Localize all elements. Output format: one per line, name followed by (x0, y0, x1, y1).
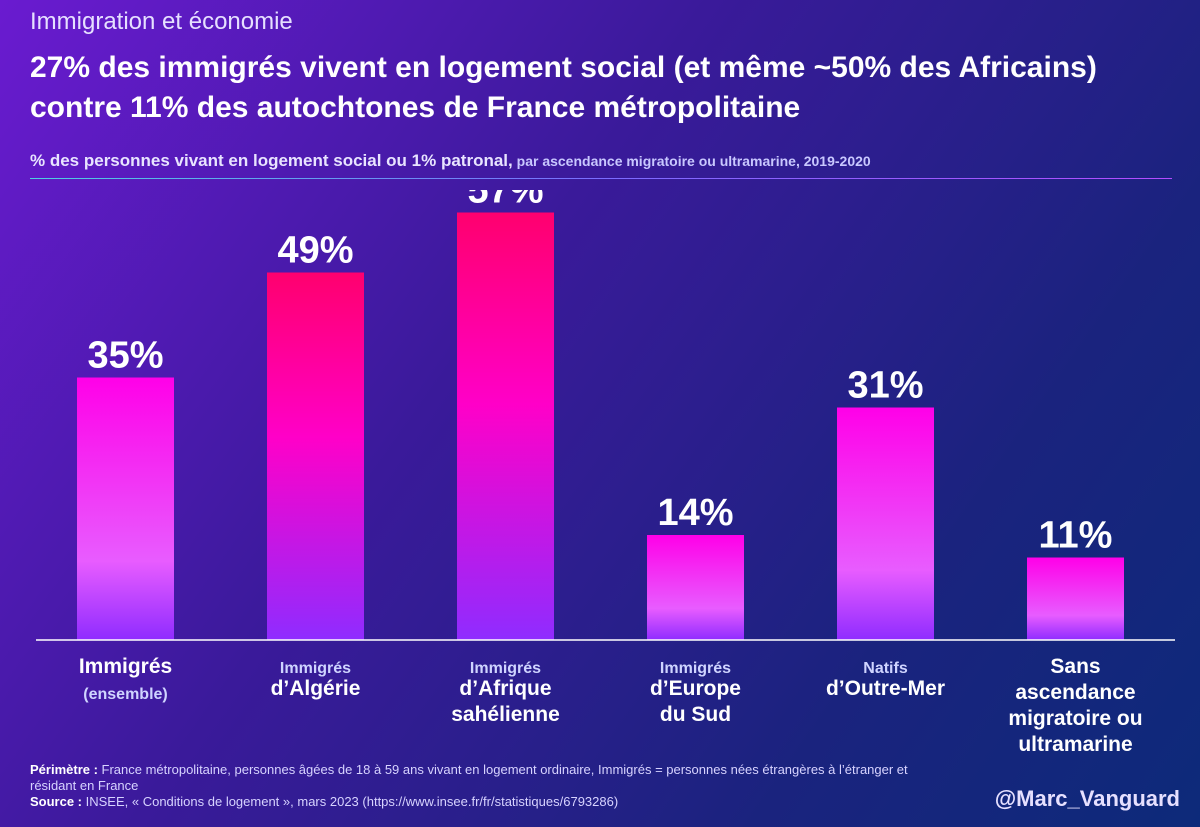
x-tick-label-4: Natifs d’Outre-Mer (826, 660, 945, 700)
source-label: Source : (30, 794, 83, 809)
value-label-3: 14% (657, 492, 733, 534)
bar-4 (837, 407, 934, 640)
author-handle: @Marc_Vanguard (994, 786, 1180, 811)
value-label-1: 49% (277, 230, 353, 272)
bar-1 (267, 272, 364, 640)
value-label-0: 35% (87, 335, 163, 377)
subtitle-bold: % des personnes vivant en logement socia… (30, 151, 513, 170)
subtitle-rest: par ascendance migratoire ou ultramarine… (512, 153, 871, 169)
perimetre-label: Périmètre : (30, 762, 98, 777)
value-label-2: 57% (467, 190, 543, 212)
footer-notes: Périmètre : France métropolitaine, perso… (30, 762, 930, 810)
bar-0 (77, 377, 174, 640)
x-tick-label-5: Sans ascendance migratoire ou ultramarine (1008, 655, 1142, 756)
source-note: Source : INSEE, « Conditions de logement… (30, 794, 930, 810)
bar-5 (1027, 557, 1124, 640)
x-tick-label-1: Immigrés d’Algérie (271, 660, 361, 700)
subtitle-divider (30, 178, 1172, 179)
x-tick-label-2: Immigrés d’Afrique sahélienne (451, 660, 560, 726)
chart-subtitle: % des personnes vivant en logement socia… (30, 151, 871, 171)
x-tick-label-3: Immigrés d’Europe du Sud (650, 660, 741, 726)
value-label-5: 11% (1039, 515, 1113, 557)
value-label-4: 31% (847, 365, 923, 407)
bar-chart: 35%49%57%14%31%11% Immigrés (ensemble)Imm… (36, 190, 1175, 756)
bars-group: 35% 49% 57% 14% 31% 11% (77, 190, 1124, 640)
perimetre-text: France métropolitaine, personnes âgées d… (30, 762, 908, 793)
source-text: INSEE, « Conditions de logement », mars … (82, 794, 619, 809)
bar-2 (457, 212, 554, 640)
x-tick-label-0: Immigrés (ensemble) (79, 655, 172, 703)
kicker-text: Immigration et économie (30, 8, 293, 35)
chart-title: 27% des immigrés vivent en logement soci… (30, 51, 1097, 124)
x-labels-group: Immigrés (ensemble) Immigrés d’Algérie Immig… (79, 655, 1143, 756)
bar-3 (647, 535, 744, 640)
perimetre-note: Périmètre : France métropolitaine, perso… (30, 762, 930, 794)
